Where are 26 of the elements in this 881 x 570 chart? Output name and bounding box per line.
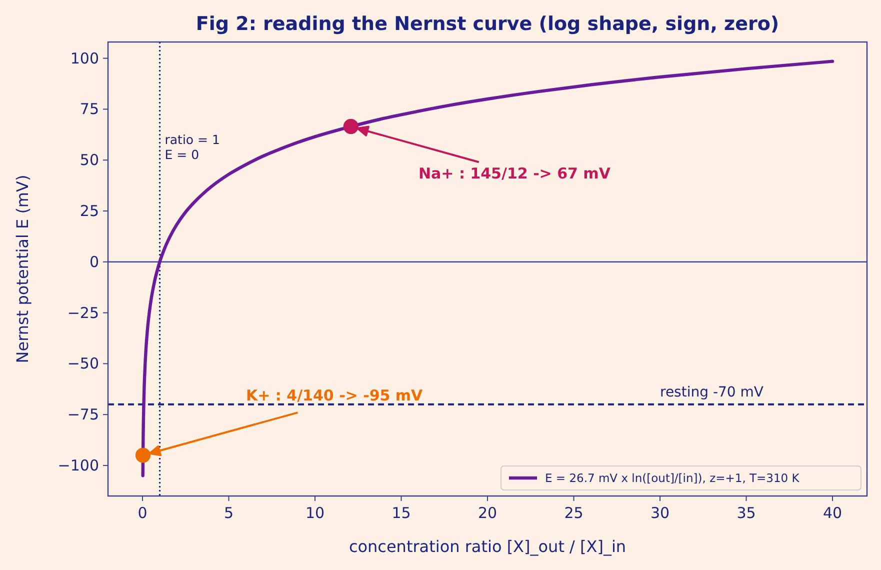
x-tick-label: 25 — [564, 504, 584, 522]
y-tick-label: 50 — [80, 151, 99, 170]
chart-title: Fig 2: reading the Nernst curve (log shape, sign, zero) — [196, 13, 780, 35]
annotation: K+ : 4/140 -> -95 mV — [246, 386, 424, 404]
x-tick-label: 40 — [822, 504, 842, 522]
y-tick-label: 75 — [80, 100, 99, 118]
annotation: Na+ : 145/12 -> 67 mV — [418, 164, 611, 182]
y-tick-label: 0 — [89, 252, 99, 271]
x-tick-label: 10 — [305, 504, 325, 522]
ref-line-label: resting -70 mV — [660, 384, 764, 400]
x-tick-label: 30 — [650, 504, 670, 522]
y-tick-label: 25 — [80, 202, 99, 220]
y-tick-label: −50 — [67, 354, 99, 373]
y-tick-label: −75 — [67, 406, 99, 424]
y-tick-label: −100 — [58, 456, 99, 474]
y-tick-label: 100 — [70, 49, 99, 68]
x-axis-title: concentration ratio [X]_out / [X]_in — [348, 537, 626, 556]
x-tick-label: 0 — [138, 504, 148, 522]
x-tick-label: 35 — [736, 504, 756, 522]
legend-label: E = 26.7 mV x ln([out]/[in]), z=+1, T=310 K — [545, 471, 800, 485]
x-tick-label: 15 — [392, 504, 411, 522]
x-tick-label: 20 — [478, 504, 498, 522]
y-axis-title: Nernst potential E (mV) — [13, 174, 32, 364]
y-tick-label: −25 — [67, 304, 99, 322]
ref-line-label: ratio = 1 E = 0 — [164, 132, 220, 162]
x-tick-label: 5 — [224, 504, 234, 522]
